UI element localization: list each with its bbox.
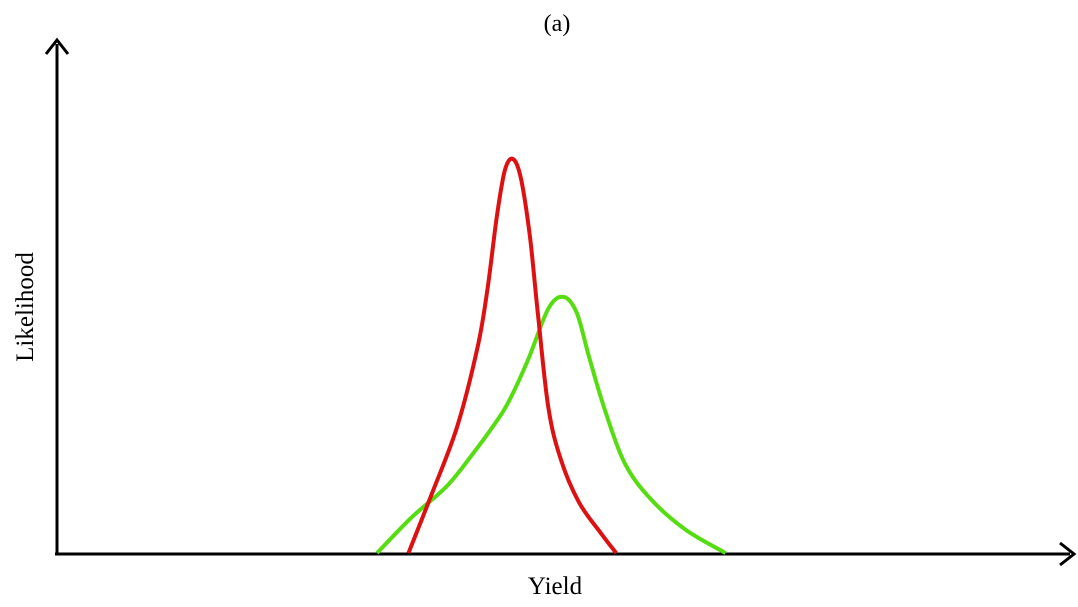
series-line-1 [406, 156, 618, 555]
chart-title: (a) [544, 11, 571, 37]
x-axis-label: Yield [528, 573, 583, 600]
series-line-2 [375, 294, 727, 555]
x-axis [55, 541, 1077, 567]
y-axis [44, 37, 70, 555]
y-axis-label: Likelihood [12, 252, 39, 362]
series-layer [375, 156, 727, 555]
x-axis-arrow-icon [1059, 541, 1077, 567]
y-axis-arrow-icon [44, 37, 70, 55]
